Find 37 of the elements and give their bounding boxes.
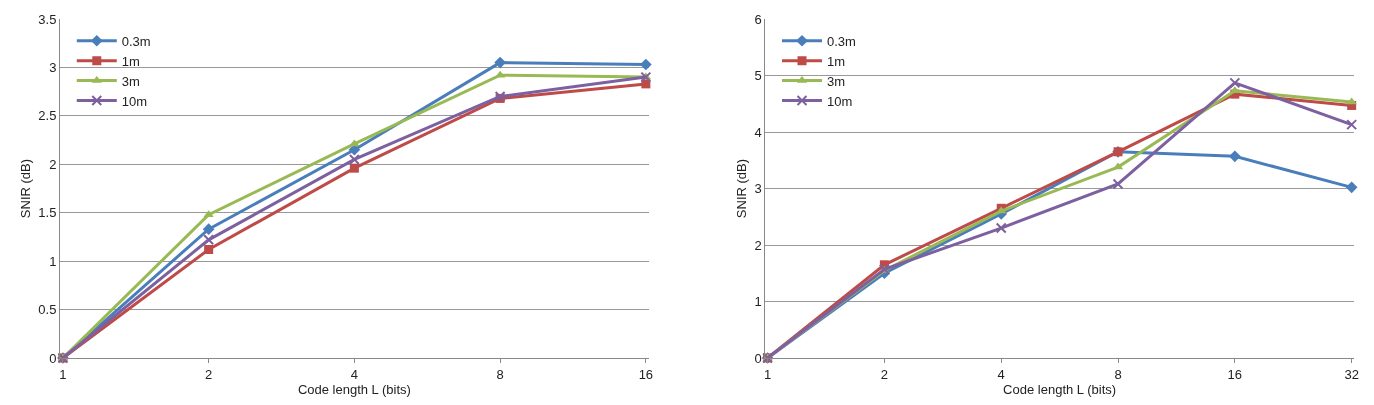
legend-label: 3m — [827, 73, 846, 89]
legend-label: 0.3m — [121, 33, 151, 49]
legend-label: 1m — [121, 53, 140, 69]
legend-label: 3m — [121, 73, 140, 89]
y-tick-label: 3 — [49, 59, 57, 75]
y-tick-label: 2 — [49, 156, 57, 172]
y-tick-label: 6 — [754, 11, 762, 27]
x-tick-label: 4 — [997, 366, 1005, 382]
y-tick-label: 2.5 — [38, 108, 57, 124]
x-tick-label: 8 — [496, 366, 504, 382]
y-tick-label: 1.5 — [38, 205, 57, 221]
y-tick-label: 5 — [754, 68, 762, 84]
x-tick-label: 16 — [1227, 366, 1243, 382]
legend-label: 0.3m — [827, 33, 856, 49]
y-tick-label: 3 — [754, 181, 762, 197]
legend-label: 10m — [121, 93, 148, 109]
x-tick-label: 16 — [638, 366, 654, 382]
x-axis-title: Code length L (bits) — [297, 381, 411, 397]
y-tick-label: 4 — [754, 124, 762, 140]
y-tick-label: 1 — [754, 294, 762, 310]
legend-label: 1m — [827, 53, 846, 69]
legend-label: 10m — [827, 93, 853, 109]
y-tick-label: 1 — [49, 253, 57, 269]
y-axis-title: SNIR (dB) — [18, 158, 34, 219]
y-tick-label: 0 — [754, 350, 762, 366]
y-tick-label: 0.5 — [38, 302, 57, 318]
x-axis-title: Code length L (bits) — [1003, 381, 1117, 397]
x-tick-label: 2 — [880, 366, 889, 382]
x-tick-label: 2 — [205, 366, 213, 382]
x-tick-label: 4 — [350, 366, 359, 382]
y-tick-label: 3.5 — [38, 11, 57, 27]
x-tick-label: 32 — [1344, 366, 1359, 382]
y-axis-title: SNIR (dB) — [734, 158, 750, 219]
y-tick-label: 0 — [49, 350, 57, 366]
y-tick-label: 2 — [754, 237, 762, 253]
x-tick-label: 8 — [1114, 366, 1122, 382]
x-tick-label: 1 — [59, 366, 67, 382]
